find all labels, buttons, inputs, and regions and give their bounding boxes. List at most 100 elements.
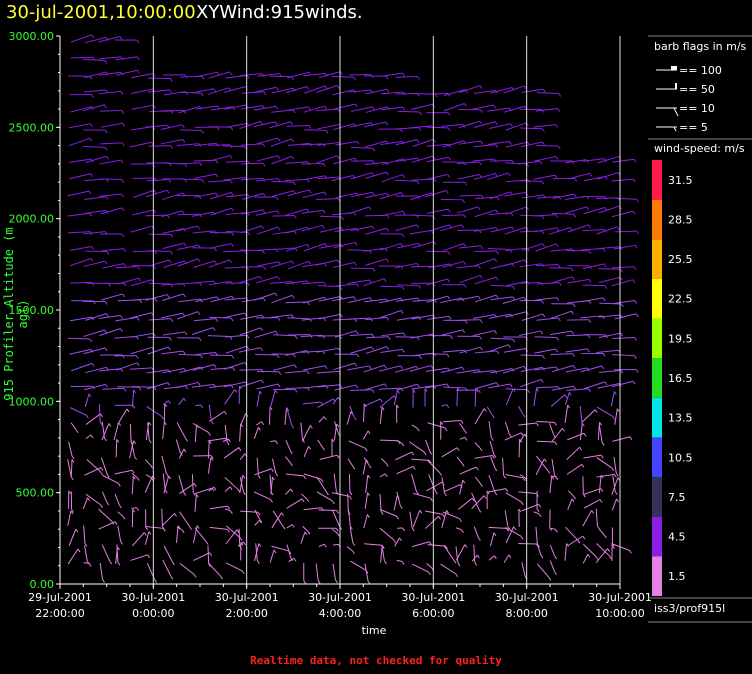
wind-barb (441, 404, 447, 407)
wind-barb (253, 491, 271, 500)
wind-barb (192, 327, 214, 335)
wind-barb (350, 146, 373, 149)
wind-barb (410, 333, 433, 339)
wind-barb (101, 491, 108, 503)
wind-barb-flag (447, 127, 451, 132)
wind-barb-flag (277, 178, 281, 182)
wind-barb (176, 225, 198, 232)
wind-barb (612, 158, 635, 163)
wind-barb-flag (572, 365, 576, 369)
wind-barb (208, 71, 230, 79)
wind-barb (178, 397, 185, 406)
wind-barb-flag (491, 414, 495, 419)
wind-barb (269, 390, 276, 408)
wind-barb (611, 178, 634, 182)
wind-barb (412, 510, 421, 528)
wind-barb-flag (123, 263, 127, 267)
wind-barb-flag (411, 527, 415, 532)
wind-barb (331, 509, 341, 527)
wind-barb (396, 465, 414, 475)
wind-barb-flag (385, 171, 389, 176)
wind-barb-flag (557, 108, 561, 112)
wind-barb-flag (588, 250, 592, 255)
wind-barb-flag (386, 214, 390, 219)
wind-barb (472, 158, 495, 162)
wind-barb (459, 274, 481, 284)
wind-barb-flag (554, 474, 557, 479)
wind-barb (518, 439, 521, 458)
wind-barb (333, 473, 337, 492)
wind-barb-flag (588, 279, 592, 283)
wind-barb-flag (308, 189, 312, 194)
wind-barb-flag (416, 180, 420, 185)
wind-barb-flag (447, 295, 451, 300)
wind-barb-flag (380, 511, 384, 515)
wind-barb (210, 106, 233, 111)
wind-barb-flag (353, 262, 357, 266)
wind-barb-flag (453, 559, 457, 564)
wind-barb-flag (600, 488, 604, 492)
wind-barb-flag (402, 527, 405, 532)
wind-barb (536, 420, 555, 423)
wind-barb (549, 560, 555, 572)
wind-barb-flag (290, 557, 294, 562)
wind-barb (162, 293, 184, 302)
wind-barb (535, 108, 558, 112)
wind-barb (473, 314, 495, 319)
wind-barb (82, 58, 105, 61)
wind-barb-flag (446, 510, 449, 514)
wind-barb (598, 528, 605, 536)
wind-barb-flag (214, 260, 218, 265)
wind-barb-flag (572, 353, 575, 357)
wind-barb-flag (416, 263, 420, 267)
wind-barb-flag (369, 250, 372, 254)
wind-barbs (67, 34, 640, 585)
wind-barb-flag (368, 279, 372, 284)
wind-barb (331, 492, 350, 497)
wind-barb-flag (90, 434, 94, 439)
wind-barb-flag (234, 389, 238, 393)
wind-barb (611, 266, 634, 269)
wind-barb (534, 336, 557, 339)
wind-barb-flag (556, 337, 560, 341)
wind-barb-flag (356, 283, 360, 288)
wind-barb-flag (335, 491, 339, 495)
wind-barb-flag (495, 250, 499, 255)
wind-barb (194, 173, 216, 179)
wind-barb-flag (446, 353, 450, 358)
wind-barb (490, 226, 513, 233)
wind-barb (242, 91, 265, 94)
wind-barb (208, 144, 231, 146)
wind-barb (99, 562, 103, 580)
wind-barb-flag (612, 545, 615, 549)
wind-barb-flag (274, 389, 278, 394)
wind-barb (363, 403, 365, 422)
wind-barb-flag (554, 422, 557, 426)
wind-barb (413, 492, 431, 499)
wind-barb-flag (293, 215, 297, 219)
wind-barb-flag (104, 329, 108, 334)
wind-barb (459, 480, 464, 495)
wind-barb-flag (616, 408, 620, 413)
wind-barb (598, 369, 621, 373)
color-legend-label: 28.5 (668, 213, 693, 226)
wind-barb (83, 347, 106, 355)
wind-barb (362, 430, 369, 440)
wind-barb (442, 260, 464, 268)
wind-barb (286, 124, 309, 127)
wind-barb (300, 422, 304, 440)
wind-barb-flag (208, 563, 212, 567)
wind-barb (582, 554, 589, 564)
wind-barb (487, 344, 509, 353)
wind-barb (239, 120, 261, 130)
wind-barb (459, 194, 482, 197)
wind-barb-flag (236, 529, 240, 533)
wind-barb (595, 548, 608, 563)
wind-barb-flag (495, 209, 499, 214)
wind-barb-flag (169, 89, 173, 94)
wind-barb-flag (275, 472, 279, 477)
wind-barb-flag (216, 126, 220, 131)
wind-barb-flag (541, 300, 544, 304)
wind-barb (161, 138, 183, 145)
wind-barb-flag (462, 199, 466, 204)
